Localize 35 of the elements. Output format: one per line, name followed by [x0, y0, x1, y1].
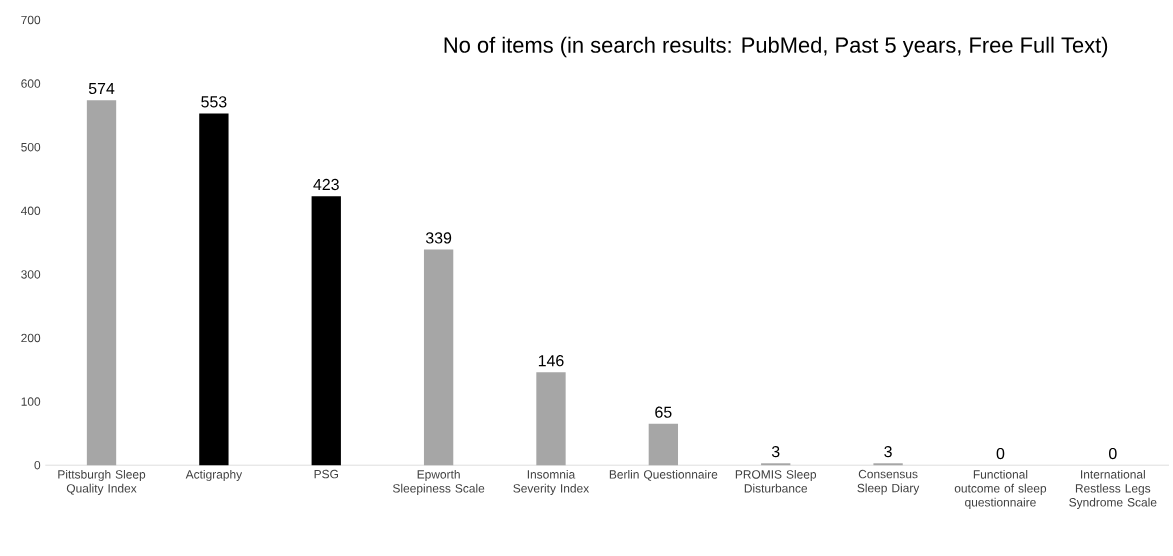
text: No of items (in search results: PubMed, Past 5 years, Free Full Text) — [444, 36, 1108, 58]
x-tick-label: PROMIS Sleep Disturbance — [735, 469, 817, 493]
x-tick-label: Functional outcome of sleep questionnaire — [954, 469, 1047, 509]
x-tick-label: PSG — [314, 469, 338, 479]
x-tick-label: Berlin Questionnaire — [609, 469, 718, 481]
bar — [311, 196, 341, 466]
x-tick-label: Insomnia Severity Index — [513, 469, 590, 496]
data-label: 423 — [313, 178, 339, 191]
y-tick-label: 200 — [21, 333, 41, 343]
data-label: 574 — [88, 83, 115, 95]
data-label: 0 — [996, 447, 1005, 460]
data-label: 3 — [771, 446, 780, 458]
y-tick-label: 500 — [21, 143, 41, 152]
y-tick-label: 700 — [21, 15, 41, 25]
bar — [199, 113, 229, 466]
bar — [86, 100, 117, 466]
bar — [648, 423, 679, 466]
y-tick-label: 0 — [34, 461, 41, 470]
bar — [423, 249, 454, 466]
data-label: 553 — [201, 96, 227, 108]
bar — [536, 372, 566, 466]
data-label: 65 — [655, 406, 672, 418]
x-tick-label: Actigraphy — [185, 469, 243, 482]
y-tick-label: 300 — [21, 270, 41, 279]
y-tick-label: 600 — [21, 79, 41, 88]
x-tick-label: Epworth Sleepiness Scale — [392, 469, 485, 496]
data-label: 146 — [538, 355, 564, 367]
data-label: 3 — [884, 446, 892, 458]
x-tick-label: International Restless Legs Syndrome Scale — [1069, 469, 1157, 509]
data-label: 339 — [425, 232, 452, 244]
data-label: 0 — [1109, 447, 1117, 460]
x-tick-label: Consensus Sleep Diary — [857, 469, 920, 495]
y-tick-label: 100 — [21, 397, 41, 406]
x-tick-label: Pittsburgh Sleep Quality Index — [58, 469, 146, 496]
y-tick-label: 400 — [20, 206, 41, 216]
